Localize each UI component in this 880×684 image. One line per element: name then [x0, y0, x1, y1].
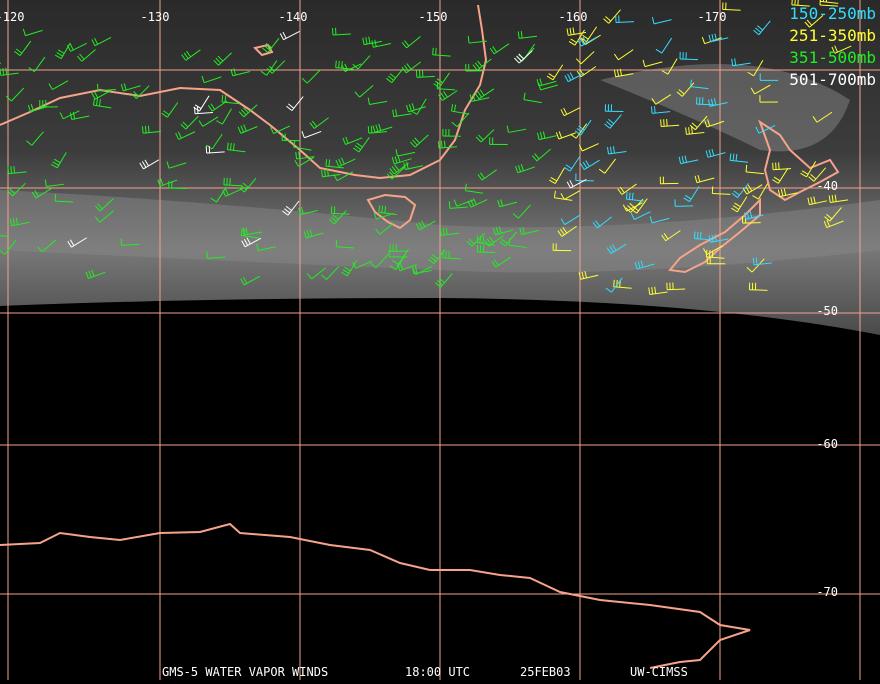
barb-flag: [438, 141, 439, 148]
barb-flag: [8, 167, 9, 174]
barb-flag: [368, 126, 369, 133]
barb-flag: [14, 166, 15, 173]
legend-entry: 150-250mb: [789, 4, 876, 23]
barb-flag: [11, 166, 12, 173]
barb-flag: [654, 106, 655, 113]
barb-shaft: [749, 290, 767, 291]
barb-flag: [444, 141, 445, 148]
legend-entry: 501-700mb: [789, 70, 876, 89]
latitude-label: -50: [816, 304, 838, 318]
longitude-label: -170: [698, 10, 727, 24]
legend-entry: 351-500mb: [789, 48, 876, 67]
barb-flag: [339, 61, 340, 68]
barb-flag: [746, 165, 747, 172]
barb-flag: [436, 48, 437, 55]
barb-flag: [225, 95, 226, 102]
barb-flag: [222, 95, 223, 102]
footer-product: GMS-5 WATER VAPOR WINDS: [162, 665, 328, 679]
barb-flag: [441, 141, 442, 148]
legend-entry: 251-350mb: [789, 26, 876, 45]
barb-flag: [371, 126, 372, 133]
barb-flag: [342, 61, 343, 68]
barb-flag: [433, 48, 434, 55]
longitude-label: -120: [0, 10, 24, 24]
barb-shaft: [477, 252, 495, 253]
footer-date: 25FEB03: [520, 665, 571, 679]
footer-source: UW-CIMSS: [630, 665, 688, 679]
longitude-label: -130: [141, 10, 170, 24]
longitude-label: -150: [419, 10, 448, 24]
barb-flag: [326, 159, 327, 166]
barb-flag: [651, 106, 652, 113]
barb-flag: [98, 84, 99, 91]
longitude-label: -140: [279, 10, 308, 24]
barb-flag: [336, 61, 337, 68]
barb-flag: [207, 251, 208, 258]
latitude-label: -60: [816, 437, 838, 451]
barb-flag: [329, 159, 330, 166]
barb-flag: [614, 280, 615, 287]
latitude-label: -70: [816, 585, 838, 599]
barb-shaft: [680, 59, 698, 60]
barb-flag: [336, 240, 337, 247]
barb-flag: [449, 201, 450, 208]
footer-time: 18:00 UTC: [405, 665, 470, 679]
barb-shaft: [675, 206, 693, 207]
longitude-label: -160: [559, 10, 588, 24]
